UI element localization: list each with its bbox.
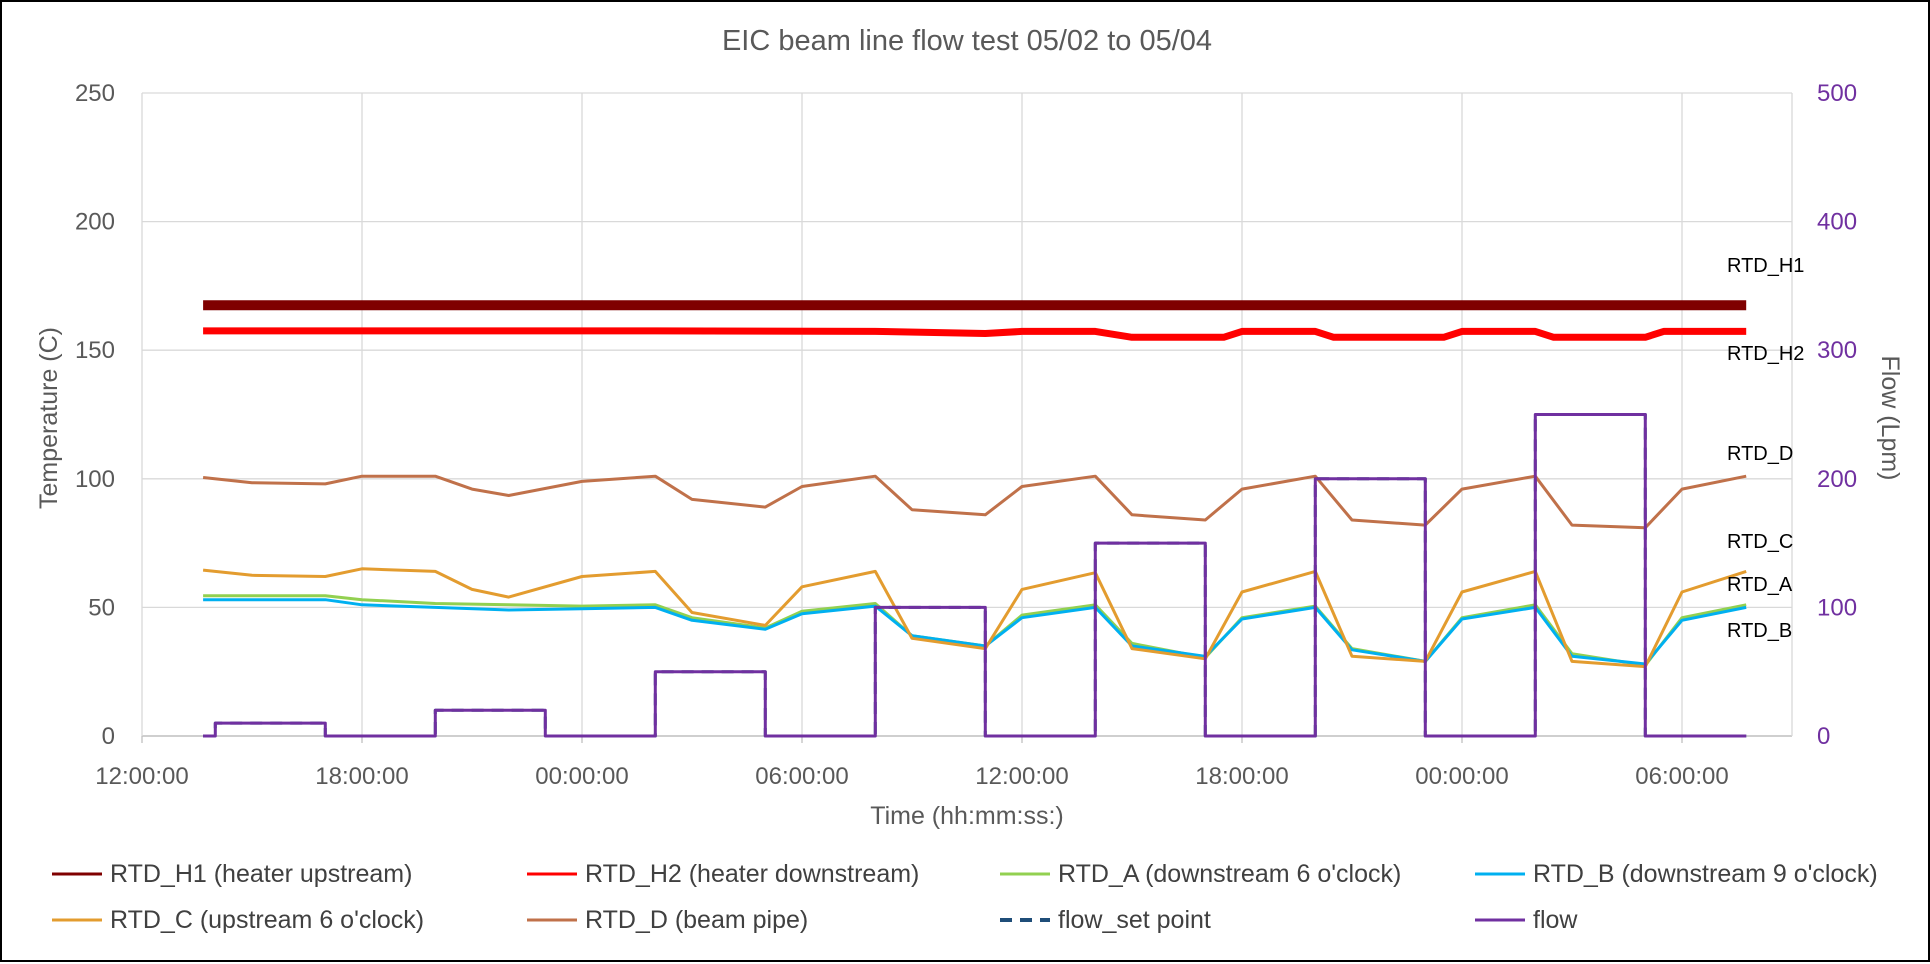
x-tick-label: 12:00:00 <box>95 763 188 790</box>
legend-label-rtd-b: RTD_B (downstream 9 o'clock) <box>1533 860 1878 888</box>
legend-label-flow-set: flow_set point <box>1058 906 1211 934</box>
series-line-rtd-b <box>203 598 1747 666</box>
legend: RTD_H1 (heater upstream) RTD_H2 (heater d… <box>52 860 1878 934</box>
y2-axis-title: Flow (Lpm) <box>1876 355 1904 480</box>
x-tick-label: 06:00:00 <box>1635 763 1728 790</box>
series-line-flow <box>203 413 1747 738</box>
annotation-rtd-d: RTD_D <box>1727 443 1793 465</box>
y-tick-labels: 0 50 100 150 200 250 <box>75 80 115 750</box>
annotation-rtd-b: RTD_B <box>1727 620 1792 642</box>
y2-tick-label: 100 <box>1817 594 1857 621</box>
y-axis-title: Temperature (C) <box>35 327 63 509</box>
y2-tick-labels: 0 100 200 300 400 500 <box>1817 80 1857 750</box>
y2-tick-label: 400 <box>1817 209 1857 236</box>
series-line-rtd-h2 <box>203 327 1747 341</box>
y-tick-label: 0 <box>102 723 115 750</box>
y2-tick-label: 200 <box>1817 466 1857 493</box>
annotation-rtd-a: RTD_A <box>1727 574 1793 596</box>
y2-tick-label: 500 <box>1817 80 1857 107</box>
series-line-rtd-c <box>202 567 1747 669</box>
series-annotations: RTD_H1 RTD_H2 RTD_D RTD_C RTD_A RTD_B <box>1727 255 1804 642</box>
y-tick-label: 50 <box>88 594 115 621</box>
legend-label-flow: flow <box>1533 906 1578 934</box>
x-axis-title: Time (hh:mm:ss:) <box>870 802 1064 830</box>
chart-title: EIC beam line flow test 05/02 to 05/04 <box>722 25 1212 57</box>
legend-label-rtd-h2: RTD_H2 (heater downstream) <box>585 860 919 888</box>
annotation-rtd-h1: RTD_H1 <box>1727 255 1804 277</box>
annotation-rtd-c: RTD_C <box>1727 531 1793 553</box>
x-tick-label: 06:00:00 <box>755 763 848 790</box>
gridlines <box>142 92 1792 736</box>
x-tick-label: 00:00:00 <box>1415 763 1508 790</box>
y-tick-label: 250 <box>75 80 115 107</box>
y-tick-label: 200 <box>75 209 115 236</box>
legend-label-rtd-a: RTD_A (downstream 6 o'clock) <box>1058 860 1401 888</box>
legend-label-rtd-h1: RTD_H1 (heater upstream) <box>110 860 412 888</box>
x-tick-label: 12:00:00 <box>975 763 1068 790</box>
legend-label-rtd-d: RTD_D (beam pipe) <box>585 906 808 934</box>
y-tick-label: 100 <box>75 466 115 493</box>
series-lines <box>202 300 1747 738</box>
series-line-flow-set <box>203 413 1747 738</box>
y2-tick-label: 0 <box>1817 723 1830 750</box>
series-line-rtd-a <box>203 594 1747 667</box>
y-tick-label: 150 <box>75 337 115 364</box>
series-line-rtd-d <box>202 474 1747 530</box>
y2-tick-label: 300 <box>1817 337 1857 364</box>
x-tick-labels: 12:00:00 18:00:00 00:00:00 06:00:00 12:00:00… <box>95 763 1728 790</box>
x-tick-label: 00:00:00 <box>535 763 628 790</box>
legend-label-rtd-c: RTD_C (upstream 6 o'clock) <box>110 906 424 934</box>
x-tick-label: 18:00:00 <box>315 763 408 790</box>
x-tick-label: 18:00:00 <box>1195 763 1288 790</box>
annotation-rtd-h2: RTD_H2 <box>1727 343 1804 365</box>
